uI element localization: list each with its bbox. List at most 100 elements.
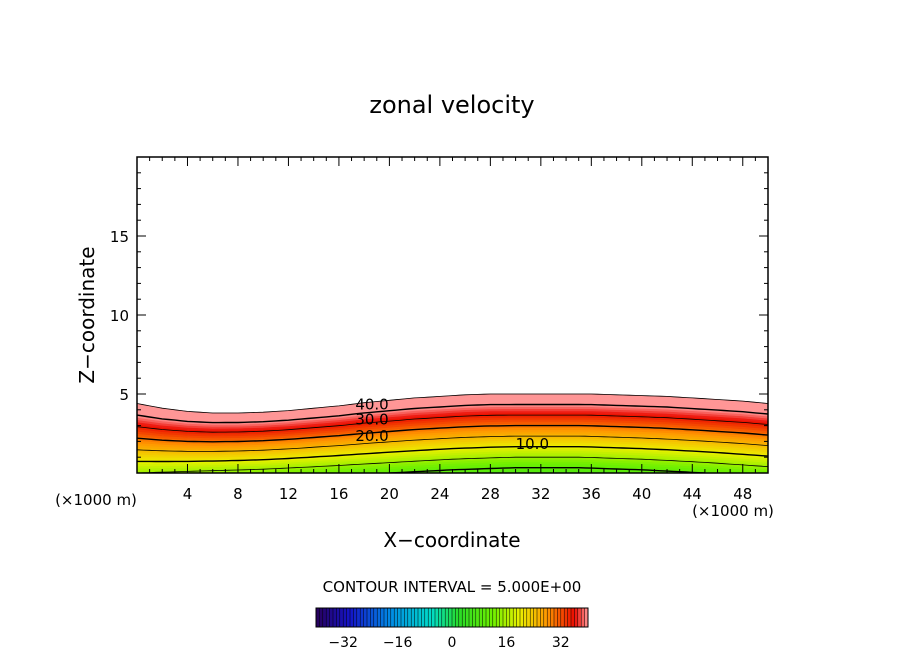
- colorbar-cell: [458, 608, 463, 627]
- colorbar-cell: [506, 608, 511, 627]
- x-unit-label: (×1000 m): [692, 502, 774, 520]
- colorbar-cell: [584, 608, 589, 627]
- x-tick-label: 40: [632, 485, 651, 503]
- x-tick-labels: 4 8 12 16 20 24 28 32 36 40 44 48: [183, 485, 753, 503]
- colorbar-cell: [543, 608, 548, 627]
- colorbar-cell: [581, 608, 585, 627]
- colorbar-cell: [472, 608, 477, 627]
- colorbar-cell: [557, 608, 562, 627]
- y-tick-label: 10: [110, 307, 129, 325]
- x-tick-label: 28: [481, 485, 500, 503]
- colorbar-cell: [530, 608, 534, 627]
- colorbar-cell: [424, 608, 429, 627]
- colorbar-cell: [489, 608, 494, 627]
- contour-30: [137, 424, 768, 443]
- colorbar-cell: [479, 608, 483, 627]
- colorbar-frame: [315, 607, 589, 628]
- y-tick-label: 5: [119, 386, 129, 404]
- colorbar-cell: [370, 608, 375, 627]
- colorbar-tick-label: 32: [552, 635, 570, 651]
- colorbar-cell: [516, 608, 521, 627]
- colorbar-cell: [363, 608, 368, 627]
- colorbar-cell: [390, 608, 395, 627]
- colorbar-cell: [326, 608, 330, 627]
- colorbar-cell: [475, 608, 480, 627]
- colorbar-cell: [567, 608, 572, 627]
- colorbar-cell: [336, 608, 341, 627]
- colorbar-cell: [571, 608, 575, 627]
- contour-20: [137, 446, 768, 463]
- colorbar-cell: [462, 608, 466, 627]
- y-tick-labels: 5 10 15: [110, 228, 129, 404]
- x-tick-label: 16: [329, 485, 348, 503]
- y-tick-label: 15: [110, 228, 129, 246]
- colorbar-tick-label: 0: [448, 635, 457, 651]
- colorbar-cell: [441, 608, 446, 627]
- contour-label: 20.0: [355, 427, 388, 445]
- colorbar-cell: [353, 608, 358, 627]
- colorbar-cell: [411, 608, 415, 627]
- contour-15: [137, 456, 768, 473]
- colorbar-tick-labels: −32 −16 0 16 32: [328, 635, 569, 651]
- contour-40: [137, 403, 768, 424]
- colorbar-cell: [407, 608, 412, 627]
- colorbar-cell: [482, 608, 487, 627]
- colorbar-cell: [537, 608, 541, 627]
- colorbar-cell: [384, 608, 388, 627]
- colorbar-cell: [533, 608, 538, 627]
- contour-10: [389, 467, 705, 473]
- colorbar-cell: [367, 608, 371, 627]
- x-tick-label: 4: [183, 485, 193, 503]
- x-tick-label: 24: [430, 485, 449, 503]
- colorbar-cell: [438, 608, 443, 627]
- colorbar-cell: [421, 608, 426, 627]
- colorbar-tick-label: −32: [328, 635, 358, 651]
- colorbar-cell: [492, 608, 497, 627]
- colorbar-cell: [455, 608, 460, 627]
- contour-label: 10.0: [516, 435, 549, 453]
- colorbar-cell: [404, 608, 409, 627]
- colorbar-cell: [360, 608, 364, 627]
- colorbar-cell: [377, 608, 381, 627]
- colorbar-cell: [526, 608, 531, 627]
- colorbar-cell: [319, 608, 324, 627]
- colorbar-cell: [547, 608, 551, 627]
- x-tick-label: 20: [380, 485, 399, 503]
- colorbar-cell: [333, 608, 337, 627]
- z-unit-label: (×1000 m): [55, 491, 137, 509]
- layer-top-contour: [137, 393, 768, 414]
- colorbar-cell: [322, 608, 327, 627]
- colorbar-cell: [448, 608, 453, 627]
- colorbar-cell: [394, 608, 398, 627]
- colorbar-cell: [520, 608, 524, 627]
- colorbar-cell: [387, 608, 392, 627]
- colorbar-cell: [486, 608, 490, 627]
- contour-25: [137, 435, 768, 452]
- colorbar-cell: [401, 608, 405, 627]
- colorbar-cell: [373, 608, 378, 627]
- colorbar-cell: [509, 608, 514, 627]
- contour-interval-text: CONTOUR INTERVAL = 5.000E+00: [323, 578, 582, 596]
- contour-label: 30.0: [355, 410, 388, 428]
- colorbar-cell: [513, 608, 517, 627]
- colorbar-cell: [503, 608, 507, 627]
- colorbar-cell: [431, 608, 436, 627]
- colorbar-cell: [540, 608, 545, 627]
- contour-label: 40.0: [355, 395, 388, 413]
- colorbar-cell: [499, 608, 504, 627]
- colorbar: [315, 607, 589, 628]
- x-tick-label: 44: [683, 485, 702, 503]
- colorbar-cell: [339, 608, 344, 627]
- colorbar-cell: [560, 608, 565, 627]
- colorbar-cell: [574, 608, 579, 627]
- colorbar-cell: [465, 608, 470, 627]
- colorbar-cell: [329, 608, 334, 627]
- colorbar-cell: [523, 608, 528, 627]
- x-tick-label: 12: [279, 485, 298, 503]
- colorbar-cell: [346, 608, 351, 627]
- colorbar-cell: [564, 608, 568, 627]
- colorbar-cell: [380, 608, 385, 627]
- x-axis-label: X−coordinate: [383, 528, 520, 552]
- colorbar-cell: [445, 608, 449, 627]
